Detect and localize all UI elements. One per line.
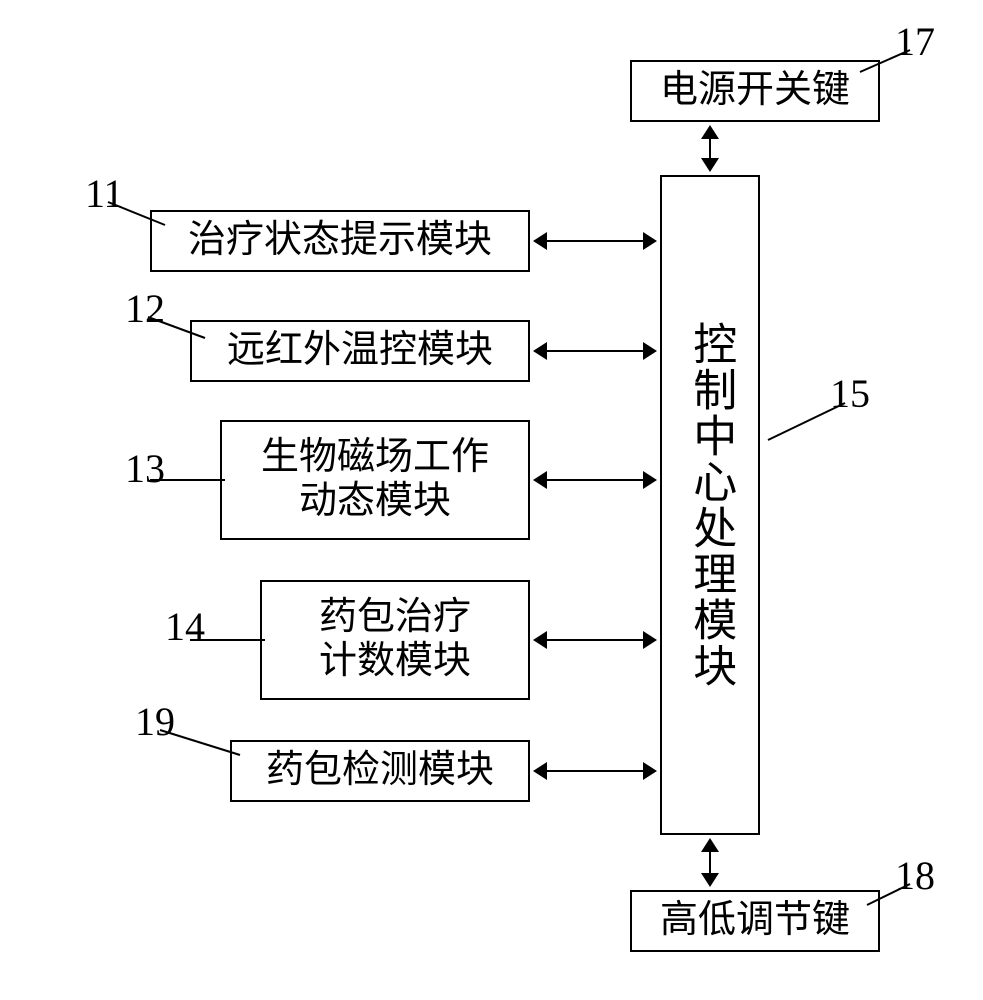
node-label: 控制中心处理模块 [685,321,736,689]
ref-label-11: 11 [85,170,124,217]
ref-label-18: 18 [895,852,935,899]
node-label: 药包检测模块 [266,749,494,793]
ref-label-12: 12 [125,285,165,332]
ref-label-14: 14 [165,603,205,650]
ref-label-17: 17 [895,18,935,65]
node-far-infrared-temp-module: 远红外温控模块 [190,320,530,382]
node-bio-magnetic-dynamic-module: 生物磁场工作 动态模块 [220,420,530,540]
node-medicine-detect-module: 药包检测模块 [230,740,530,802]
node-control-center-module: 控制中心处理模块 [660,175,760,835]
ref-label-15: 15 [830,370,870,417]
node-treatment-status-module: 治疗状态提示模块 [150,210,530,272]
node-label: 治疗状态提示模块 [188,219,492,263]
node-label: 电源开关键 [660,69,850,113]
node-label: 高低调节键 [660,899,850,943]
diagram-stage: 治疗状态提示模块 远红外温控模块 生物磁场工作 动态模块 药包治疗 计数模块 药… [0,0,983,1000]
node-label: 生物磁场工作 动态模块 [261,436,489,523]
ref-label-13: 13 [125,445,165,492]
node-label: 远红外温控模块 [227,329,493,373]
node-label: 药包治疗 计数模块 [319,596,471,683]
node-high-low-adjust-key: 高低调节键 [630,890,880,952]
node-power-switch-key: 电源开关键 [630,60,880,122]
node-medicine-count-module: 药包治疗 计数模块 [260,580,530,700]
ref-label-19: 19 [135,698,175,745]
